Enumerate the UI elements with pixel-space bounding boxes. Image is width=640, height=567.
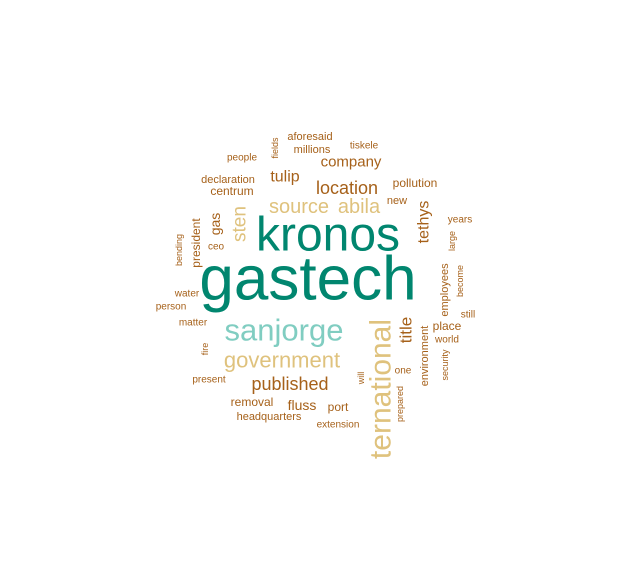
- word-people: people: [227, 153, 257, 164]
- word-ternational: ternational: [365, 319, 398, 459]
- word-extension: extension: [317, 420, 360, 431]
- word-fields: fields: [270, 137, 280, 159]
- word-place: place: [433, 319, 462, 333]
- word-port: port: [328, 400, 349, 414]
- word-aforesaid: aforesaid: [287, 131, 332, 143]
- word-security: security: [440, 349, 450, 381]
- word-ceo: ceo: [208, 242, 225, 253]
- word-gastech: gastech: [199, 245, 416, 314]
- word-published: published: [251, 374, 328, 394]
- word-still: still: [461, 310, 475, 321]
- word-title: title: [397, 317, 416, 343]
- word-company: company: [321, 154, 382, 171]
- word-tulip: tulip: [270, 169, 299, 186]
- word-fluss: fluss: [288, 397, 317, 413]
- word-headquarters: headquarters: [237, 411, 302, 423]
- word-pollution: pollution: [393, 176, 438, 190]
- word-environment: environment: [419, 326, 431, 387]
- word-will: will: [356, 372, 366, 386]
- word-person: person: [156, 302, 187, 313]
- word-employees: employees: [439, 263, 451, 317]
- word-sanjorge: sanjorge: [225, 313, 344, 348]
- word-years: years: [448, 215, 472, 226]
- word-removal: removal: [231, 395, 274, 409]
- word-gas: gas: [207, 213, 223, 236]
- word-present: present: [192, 375, 226, 386]
- word-millions: millions: [294, 144, 331, 156]
- word-large: large: [447, 231, 457, 251]
- word-matter: matter: [179, 318, 208, 329]
- word-world: world: [434, 335, 459, 346]
- word-centrum: centrum: [210, 184, 253, 198]
- word-sten: sten: [230, 206, 251, 242]
- word-kronos: kronos: [256, 209, 400, 262]
- word-tethys: tethys: [416, 201, 433, 244]
- word-location: location: [316, 178, 378, 198]
- word-source: source: [269, 196, 329, 218]
- word-declaration: declaration: [201, 174, 255, 186]
- word-tiskele: tiskele: [350, 141, 379, 152]
- word-fire: fire: [200, 343, 210, 356]
- word-new: new: [387, 195, 407, 207]
- word-become: become: [455, 265, 465, 297]
- word-president: president: [189, 218, 203, 268]
- word-bending: bending: [174, 234, 184, 266]
- word-prepared: prepared: [395, 386, 405, 422]
- word-water: water: [174, 289, 200, 300]
- word-government: government: [224, 348, 340, 373]
- word-abila: abila: [338, 196, 381, 218]
- word-one: one: [395, 366, 412, 377]
